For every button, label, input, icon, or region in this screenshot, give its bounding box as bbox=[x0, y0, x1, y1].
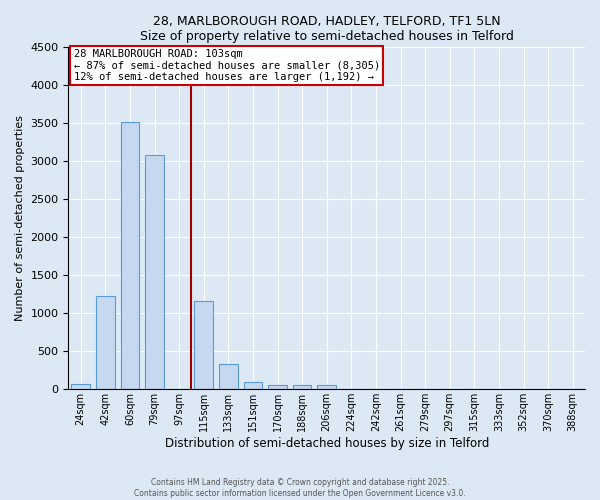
Y-axis label: Number of semi-detached properties: Number of semi-detached properties bbox=[15, 115, 25, 321]
Bar bbox=[71, 384, 90, 390]
Bar bbox=[194, 300, 213, 390]
Bar bbox=[268, 384, 287, 390]
X-axis label: Distribution of semi-detached houses by size in Telford: Distribution of semi-detached houses by … bbox=[164, 437, 489, 450]
Text: 28 MARLBOROUGH ROAD: 103sqm
← 87% of semi-detached houses are smaller (8,305)
12: 28 MARLBOROUGH ROAD: 103sqm ← 87% of sem… bbox=[74, 48, 380, 82]
Text: Contains HM Land Registry data © Crown copyright and database right 2025.
Contai: Contains HM Land Registry data © Crown c… bbox=[134, 478, 466, 498]
Bar bbox=[317, 385, 336, 390]
Bar bbox=[121, 122, 139, 390]
Bar bbox=[244, 382, 262, 390]
Bar bbox=[293, 385, 311, 390]
Bar bbox=[219, 364, 238, 390]
Bar bbox=[145, 155, 164, 390]
Bar bbox=[96, 296, 115, 390]
Title: 28, MARLBOROUGH ROAD, HADLEY, TELFORD, TF1 5LN
Size of property relative to semi: 28, MARLBOROUGH ROAD, HADLEY, TELFORD, T… bbox=[140, 15, 514, 43]
